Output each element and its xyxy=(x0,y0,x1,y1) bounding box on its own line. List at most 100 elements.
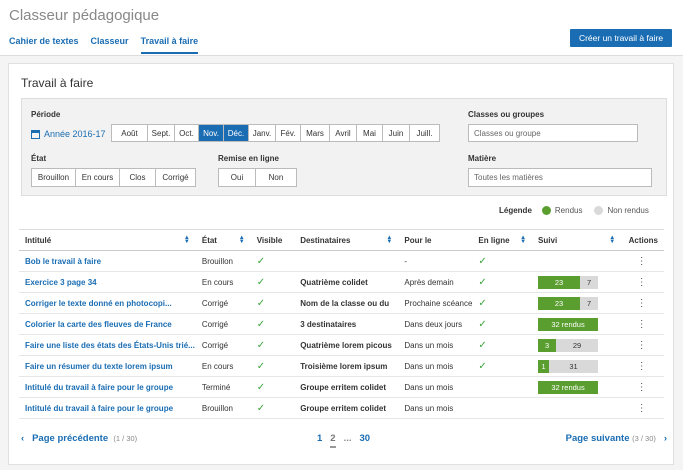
more-actions-icon[interactable]: ⋮ xyxy=(636,255,647,267)
table-row[interactable]: Intitulé du travail à faire pour le grou… xyxy=(19,376,664,398)
page-numbers: 1 2... 30 xyxy=(317,433,370,448)
month-option-11[interactable]: Juill. xyxy=(416,128,433,138)
suivi-rendus: 3 xyxy=(538,338,557,352)
pagination: ‹ Page précédente (1 / 30) 1 2... 30 Page … xyxy=(21,431,667,449)
month-option-5[interactable]: Janv. xyxy=(249,125,276,141)
remise-selector: Oui Non xyxy=(218,168,297,187)
suivi-bar: 1 31 xyxy=(538,359,599,373)
task-pour-le: Dans un mois xyxy=(404,382,454,392)
create-task-button[interactable]: Créer un travail à faire xyxy=(570,29,672,47)
matiere-select[interactable]: Toutes les matières xyxy=(468,168,652,187)
month-option-9[interactable]: Mai xyxy=(357,125,383,141)
month-option-8[interactable]: Avril xyxy=(330,125,357,141)
task-title-link[interactable]: Colorier la carte des fleuves de France xyxy=(25,319,172,329)
table-row[interactable]: Intitulé du travail à faire pour le grou… xyxy=(19,397,664,419)
task-etat: Brouillon xyxy=(201,403,233,413)
col-destinataires-label: Destinataires xyxy=(300,235,351,245)
col-actions-label: Actions xyxy=(628,235,658,245)
sort-icon: ▲ ▼ xyxy=(386,235,393,245)
next-page-button[interactable]: Page suivante (3 / 30) › xyxy=(565,433,667,444)
task-title-link[interactable]: Corriger le texte donné en photocopi... xyxy=(25,298,172,308)
task-title-link[interactable]: Bob le travail à faire xyxy=(25,256,102,266)
month-option-7[interactable]: Mars xyxy=(301,125,330,141)
task-title-link[interactable]: Intitulé du travail à faire pour le grou… xyxy=(25,382,174,392)
table-header: Intitulé ▲ ▼ État ▲ ▼ Visible Destinataires ▲… xyxy=(19,229,664,251)
suivi-rendus: 32 rendus xyxy=(538,317,599,331)
year-selector[interactable]: Année 2016-17 xyxy=(31,129,106,139)
etat-option-2[interactable]: Clos xyxy=(120,169,156,186)
tab-cahier-de-textes[interactable]: Cahier de textes xyxy=(9,36,79,46)
tab-classeur[interactable]: Classeur xyxy=(90,36,129,46)
month-option-10[interactable]: Juin xyxy=(383,125,410,141)
task-etat: En cours xyxy=(201,361,234,371)
task-pour-le: Après demain xyxy=(404,277,454,287)
task-title-link[interactable]: Faire une liste des états des États-Unis… xyxy=(25,340,195,350)
table-row[interactable]: Exercice 3 page 34 En cours ✓ Quatrième col… xyxy=(19,271,664,293)
task-title-link[interactable]: Exercice 3 page 34 xyxy=(25,277,97,287)
col-en-ligne[interactable]: En ligne ▲ ▼ xyxy=(472,229,533,251)
check-icon: ✓ xyxy=(478,276,487,288)
check-icon: ✓ xyxy=(478,339,487,351)
etat-option-3[interactable]: Corrigé xyxy=(162,173,189,182)
col-intitule[interactable]: Intitulé ▲ ▼ xyxy=(19,229,196,251)
table-row[interactable]: Corriger le texte donné en photocopi... C… xyxy=(19,292,664,314)
suivi-non-rendus: 7 xyxy=(580,296,599,310)
more-actions-icon[interactable]: ⋮ xyxy=(636,360,647,372)
month-option-6[interactable]: Fév. xyxy=(276,125,301,141)
task-pour-le: Dans un mois xyxy=(404,403,454,413)
month-option-0[interactable]: Août xyxy=(112,125,148,141)
more-actions-icon[interactable]: ⋮ xyxy=(636,276,647,288)
col-etat-label: État xyxy=(201,235,217,245)
tab-travail-a-faire[interactable]: Travail à faire xyxy=(140,36,199,54)
more-actions-icon[interactable]: ⋮ xyxy=(636,402,647,414)
more-actions-icon[interactable]: ⋮ xyxy=(636,339,647,351)
task-title-link[interactable]: Faire un résumer du texte lorem ipsum xyxy=(25,361,173,371)
page-number[interactable]: 2 xyxy=(330,433,336,448)
col-destinataires[interactable]: Destinataires ▲ ▼ xyxy=(294,229,399,251)
check-icon: ✓ xyxy=(256,402,266,414)
more-actions-icon[interactable]: ⋮ xyxy=(636,297,647,309)
legend-title: Légende xyxy=(499,206,532,215)
task-pour-le: Dans un mois xyxy=(404,340,454,350)
task-table: Intitulé ▲ ▼ État ▲ ▼ Visible Destinataires ▲… xyxy=(19,229,664,419)
check-icon: ✓ xyxy=(478,360,487,372)
suivi-rendus: 23 xyxy=(538,296,581,310)
etat-selector: Brouillon En cours Clos Corrigé xyxy=(31,168,196,187)
etat-option-1[interactable]: En cours xyxy=(76,169,120,186)
sort-icon: ▲ ▼ xyxy=(238,235,245,245)
task-etat: Terminé xyxy=(201,382,231,392)
page-number[interactable]: 30 xyxy=(359,433,371,444)
task-title-link[interactable]: Intitulé du travail à faire pour le grou… xyxy=(25,403,174,413)
table-row[interactable]: Colorier la carte des fleuves de France C… xyxy=(19,313,664,335)
page-title: Travail à faire xyxy=(21,76,94,90)
remise-option-1[interactable]: Non xyxy=(268,173,284,182)
suivi-rendus: 23 xyxy=(538,275,581,289)
top-bar: Classeur pédagogique Cahier de textes Cl… xyxy=(0,0,683,56)
table-row[interactable]: Bob le travail à faire Brouillon ✓ - ✓ ⋮ xyxy=(19,250,664,272)
col-visible-label: Visible xyxy=(256,235,283,245)
month-option-3[interactable]: Nov. xyxy=(199,125,224,141)
task-destinataires: Quatrième lorem picous xyxy=(300,340,392,350)
table-row[interactable]: Faire un résumer du texte lorem ipsum En … xyxy=(19,355,664,377)
month-option-1[interactable]: Sept. xyxy=(148,125,175,141)
task-destinataires: Groupe erritem colidet xyxy=(300,382,386,392)
prev-label: Page précédente xyxy=(32,433,109,444)
task-etat: Corrigé xyxy=(201,319,229,329)
classes-input[interactable]: Classes ou groupe xyxy=(468,124,638,142)
check-icon: ✓ xyxy=(256,360,266,372)
month-option-4[interactable]: Déc. xyxy=(224,125,249,141)
month-option-2[interactable]: Oct. xyxy=(175,125,199,141)
page-number[interactable]: 1 xyxy=(317,433,323,444)
remise-option-0[interactable]: Oui xyxy=(219,169,256,186)
prev-page-button[interactable]: ‹ Page précédente (1 / 30) xyxy=(21,433,138,444)
table-row[interactable]: Faire une liste des états des États-Unis… xyxy=(19,334,664,356)
col-etat[interactable]: État ▲ ▼ xyxy=(195,229,251,251)
col-suivi[interactable]: Suivi ▲ ▼ xyxy=(532,229,622,251)
etat-option-0[interactable]: Brouillon xyxy=(32,169,76,186)
col-intitule-label: Intitulé xyxy=(25,235,52,245)
more-actions-icon[interactable]: ⋮ xyxy=(636,318,647,330)
etat-label: État xyxy=(31,154,47,163)
task-pour-le: Dans un mois xyxy=(404,361,454,371)
more-actions-icon[interactable]: ⋮ xyxy=(636,381,647,393)
task-destinataires: Quatrième colidet xyxy=(300,277,368,287)
